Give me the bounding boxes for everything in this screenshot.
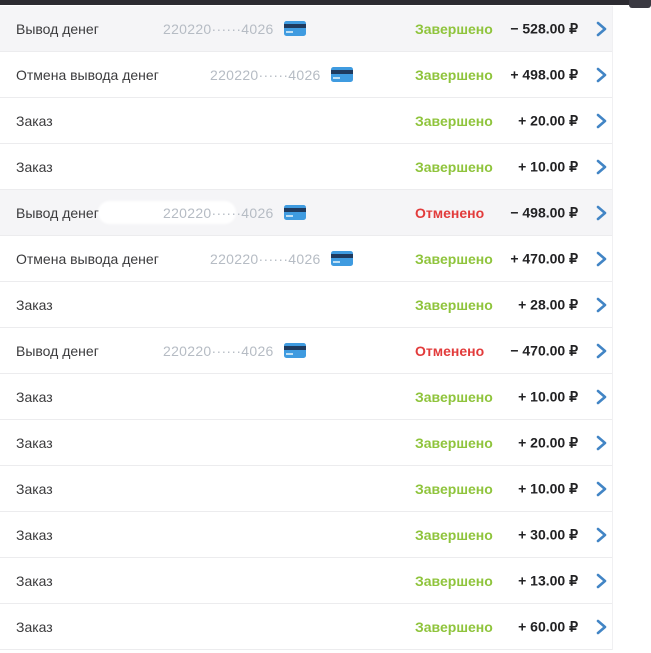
transaction-row[interactable]: Заказ Завершено + 30.00 ₽ bbox=[0, 512, 612, 558]
transaction-row[interactable]: Вывод денег 220220······4026 Отменено − … bbox=[0, 190, 612, 236]
card-number: 220220······4026 bbox=[210, 66, 321, 83]
card-number: 220220······4026 bbox=[163, 342, 274, 359]
transaction-title: Заказ bbox=[16, 572, 53, 589]
amount: + 10.00 ₽ bbox=[518, 480, 578, 496]
chevron-right-icon[interactable] bbox=[596, 251, 607, 267]
transaction-title: Заказ bbox=[16, 526, 53, 543]
transaction-row[interactable]: Заказ Завершено + 10.00 ₽ bbox=[0, 144, 612, 190]
amount: − 528.00 ₽ bbox=[510, 20, 578, 36]
status-label: Завершено bbox=[415, 388, 493, 405]
transaction-row[interactable]: Заказ Завершено + 28.00 ₽ bbox=[0, 282, 612, 328]
status-label: Завершено bbox=[415, 66, 493, 83]
amount: + 30.00 ₽ bbox=[518, 526, 578, 542]
status-label: Завершено bbox=[415, 158, 493, 175]
transaction-title: Вывод денег bbox=[16, 204, 99, 221]
status-label: Отменено bbox=[415, 342, 485, 359]
chevron-right-icon[interactable] bbox=[596, 67, 607, 83]
transaction-title: Заказ bbox=[16, 296, 53, 313]
amount: − 470.00 ₽ bbox=[510, 342, 578, 358]
transaction-title: Заказ bbox=[16, 480, 53, 497]
top-dark-bar bbox=[0, 0, 651, 5]
transaction-row[interactable]: Заказ Завершено + 20.00 ₽ bbox=[0, 98, 612, 144]
chevron-right-icon[interactable] bbox=[596, 573, 607, 589]
transaction-title: Заказ bbox=[16, 434, 53, 451]
chevron-right-icon[interactable] bbox=[596, 619, 607, 635]
amount: + 60.00 ₽ bbox=[518, 618, 578, 634]
status-label: Завершено bbox=[415, 572, 493, 589]
transaction-list: Вывод денег 220220······4026 Завершено −… bbox=[0, 6, 612, 650]
status-label: Завершено bbox=[415, 526, 493, 543]
bank-card-icon bbox=[283, 343, 306, 358]
status-label: Завершено bbox=[415, 250, 493, 267]
transaction-title: Отмена вывода денег bbox=[16, 250, 159, 267]
transaction-row[interactable]: Вывод денег 220220······4026 Отменено − … bbox=[0, 328, 612, 374]
transaction-row[interactable]: Вывод денег 220220······4026 Завершено −… bbox=[0, 6, 612, 52]
chevron-right-icon[interactable] bbox=[596, 21, 607, 37]
transaction-title: Заказ bbox=[16, 618, 53, 635]
status-label: Завершено bbox=[415, 296, 493, 313]
status-label: Завершено bbox=[415, 112, 493, 129]
transaction-row[interactable]: Заказ Завершено + 13.00 ₽ bbox=[0, 558, 612, 604]
transaction-title: Вывод денег bbox=[16, 342, 99, 359]
transaction-title: Заказ bbox=[16, 388, 53, 405]
transaction-title: Заказ bbox=[16, 112, 53, 129]
amount: + 10.00 ₽ bbox=[518, 388, 578, 404]
transaction-row[interactable]: Заказ Завершено + 10.00 ₽ bbox=[0, 374, 612, 420]
transaction-row[interactable]: Отмена вывода денег 220220······4026 Зав… bbox=[0, 236, 612, 282]
transaction-row[interactable]: Отмена вывода денег 220220······4026 Зав… bbox=[0, 52, 612, 98]
status-label: Отменено bbox=[415, 204, 485, 221]
amount: + 470.00 ₽ bbox=[510, 250, 578, 266]
bank-card-icon bbox=[283, 21, 306, 36]
status-label: Завершено bbox=[415, 20, 493, 37]
transaction-row[interactable]: Заказ Завершено + 60.00 ₽ bbox=[0, 604, 612, 650]
card-number: 220220······4026 bbox=[163, 204, 274, 221]
chevron-right-icon[interactable] bbox=[596, 527, 607, 543]
chevron-right-icon[interactable] bbox=[596, 481, 607, 497]
amount: − 498.00 ₽ bbox=[510, 204, 578, 220]
card-info: 220220······4026 bbox=[210, 67, 353, 83]
amount: + 498.00 ₽ bbox=[510, 66, 578, 82]
card-info: 220220······4026 bbox=[163, 21, 306, 37]
card-info: 220220······4026 bbox=[163, 205, 306, 221]
chevron-right-icon[interactable] bbox=[596, 159, 607, 175]
card-number: 220220······4026 bbox=[210, 250, 321, 267]
transaction-row[interactable]: Заказ Завершено + 10.00 ₽ bbox=[0, 466, 612, 512]
chevron-right-icon[interactable] bbox=[596, 205, 607, 221]
redaction-smudge bbox=[98, 201, 236, 224]
status-label: Завершено bbox=[415, 618, 493, 635]
top-bar-tab bbox=[629, 0, 651, 8]
bank-card-icon bbox=[283, 205, 306, 220]
chevron-right-icon[interactable] bbox=[596, 389, 607, 405]
bank-card-icon bbox=[330, 67, 353, 82]
amount: + 20.00 ₽ bbox=[518, 434, 578, 450]
chevron-right-icon[interactable] bbox=[596, 113, 607, 129]
status-label: Завершено bbox=[415, 480, 493, 497]
transaction-title: Вывод денег bbox=[16, 20, 99, 37]
chevron-right-icon[interactable] bbox=[596, 297, 607, 313]
transaction-title: Отмена вывода денег bbox=[16, 66, 159, 83]
amount: + 13.00 ₽ bbox=[518, 572, 578, 588]
amount: + 28.00 ₽ bbox=[518, 296, 578, 312]
status-label: Завершено bbox=[415, 434, 493, 451]
card-info: 220220······4026 bbox=[163, 343, 306, 359]
card-info: 220220······4026 bbox=[210, 251, 353, 267]
amount: + 20.00 ₽ bbox=[518, 112, 578, 128]
amount: + 10.00 ₽ bbox=[518, 158, 578, 174]
bank-card-icon bbox=[330, 251, 353, 266]
transaction-row[interactable]: Заказ Завершено + 20.00 ₽ bbox=[0, 420, 612, 466]
card-number: 220220······4026 bbox=[163, 20, 274, 37]
chevron-right-icon[interactable] bbox=[596, 435, 607, 451]
chevron-right-icon[interactable] bbox=[596, 343, 607, 359]
transaction-title: Заказ bbox=[16, 158, 53, 175]
